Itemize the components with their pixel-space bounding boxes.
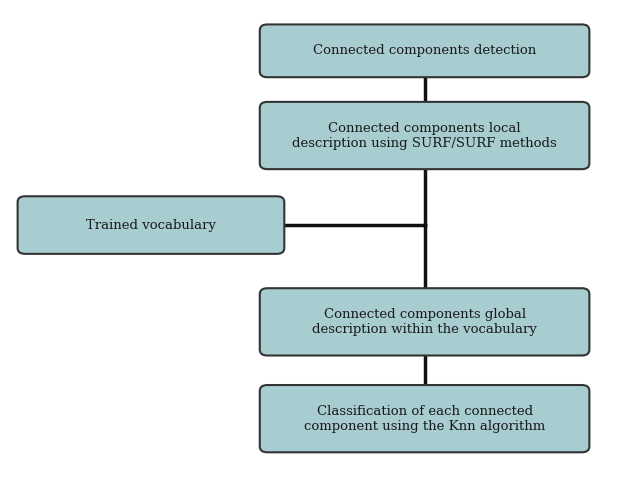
FancyBboxPatch shape xyxy=(260,385,589,452)
Text: Connected components local
description using SURF/SURF methods: Connected components local description u… xyxy=(292,121,557,150)
FancyBboxPatch shape xyxy=(18,197,284,254)
Text: Connected components detection: Connected components detection xyxy=(313,45,536,57)
Text: Connected components global
description within the vocabulary: Connected components global description … xyxy=(312,308,537,336)
Text: Classification of each connected
component using the Knn algorithm: Classification of each connected compone… xyxy=(304,405,545,433)
FancyBboxPatch shape xyxy=(260,24,589,77)
Text: Trained vocabulary: Trained vocabulary xyxy=(86,219,216,231)
FancyBboxPatch shape xyxy=(260,102,589,169)
FancyBboxPatch shape xyxy=(260,288,589,355)
